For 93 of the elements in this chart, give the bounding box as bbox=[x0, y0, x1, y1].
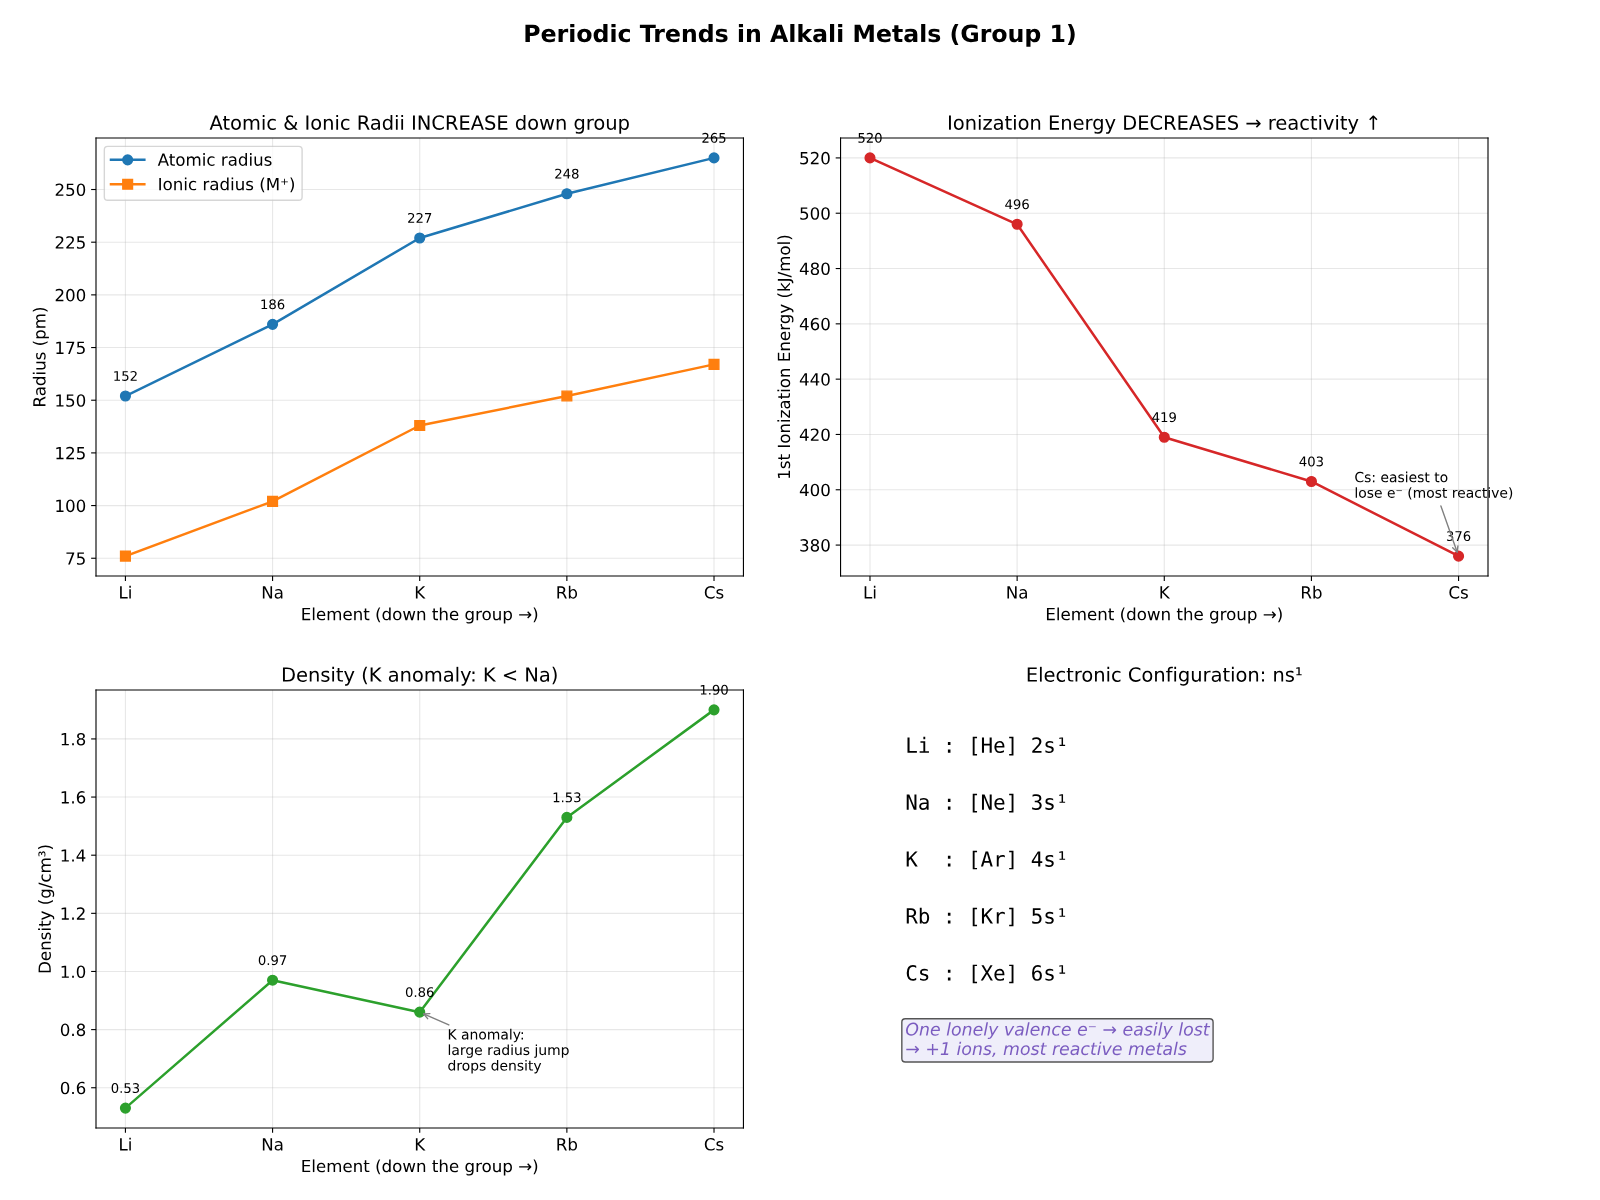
point bbox=[561, 188, 573, 200]
legend-label: Atomic radius bbox=[157, 153, 272, 166]
x-tick-label: Na bbox=[1007, 586, 1027, 599]
annotation: K anomaly: large radius jump drops density bbox=[448, 1028, 569, 1074]
data-label: 376 bbox=[1446, 531, 1471, 542]
data-label: 152 bbox=[114, 370, 137, 381]
point bbox=[267, 974, 279, 986]
data-label: 1.53 bbox=[553, 792, 581, 803]
x-tick-label: Na bbox=[262, 1138, 283, 1151]
x-tick-label: Cs bbox=[704, 1138, 724, 1151]
x-tick-label: Cs bbox=[704, 586, 724, 599]
point bbox=[708, 152, 720, 164]
y-tick-label: 75 bbox=[66, 552, 85, 565]
x-tick-label: K bbox=[415, 586, 426, 599]
point bbox=[1453, 550, 1465, 562]
y-tick-label: 125 bbox=[56, 446, 85, 460]
text: K : [Ar] 4s¹ bbox=[906, 850, 1066, 870]
x-tick-label: K bbox=[415, 1138, 426, 1151]
point bbox=[119, 1102, 131, 1114]
text: Rb : [Kr] 5s¹ bbox=[906, 907, 1066, 927]
x-tick-label: Li bbox=[864, 585, 876, 599]
point bbox=[561, 811, 573, 823]
y-tick-label: 1.0 bbox=[61, 965, 86, 979]
y-tick-label: 225 bbox=[55, 236, 85, 249]
y-tick-label: 500 bbox=[800, 207, 830, 220]
data-label: 248 bbox=[555, 168, 579, 179]
data-label: 1.90 bbox=[700, 684, 728, 695]
data-label: 0.53 bbox=[111, 1083, 140, 1094]
point bbox=[561, 390, 573, 402]
x-tick-label: Rb bbox=[1301, 585, 1322, 599]
text: Periodic Trends in Alkali Metals (Group 1) bbox=[525, 24, 1075, 47]
x-tick-label: K bbox=[1160, 586, 1171, 599]
point bbox=[708, 358, 720, 370]
y-tick-label: 1.8 bbox=[61, 732, 86, 746]
legend-label: Ionic radius (M⁺) bbox=[159, 177, 294, 193]
point bbox=[414, 1006, 426, 1018]
text: Li : [He] 2s¹ bbox=[907, 736, 1066, 756]
y-tick-label: 400 bbox=[799, 483, 830, 497]
data-label: 403 bbox=[1299, 456, 1323, 467]
x-tick-label: Rb bbox=[557, 585, 578, 599]
chart-title: Ionization Energy DECREASES → reactivity ↑ bbox=[948, 114, 1378, 134]
data-label: 520 bbox=[858, 132, 882, 143]
point bbox=[119, 550, 131, 562]
y-axis-title: 1st Ionization Energy (kJ/mol) bbox=[777, 235, 794, 478]
y-tick-label: 420 bbox=[799, 428, 830, 442]
chart-title: Density (K anomaly: K < Na) bbox=[282, 666, 557, 686]
point bbox=[864, 152, 876, 164]
y-tick-label: 380 bbox=[800, 539, 830, 552]
text: Cs : [Xe] 6s¹ bbox=[906, 964, 1066, 984]
x-axis-title: Element (down the group →) bbox=[302, 1159, 538, 1176]
y-tick-label: 250 bbox=[55, 183, 86, 197]
x-axis-title: Element (down the group →) bbox=[302, 607, 538, 624]
data-label: 227 bbox=[408, 212, 432, 223]
y-tick-label: 0.8 bbox=[60, 1023, 86, 1037]
y-axis-title: Density (g/cm³) bbox=[38, 845, 55, 973]
y-tick-label: 460 bbox=[799, 317, 830, 331]
y-tick-label: 1.4 bbox=[61, 849, 86, 862]
y-tick-label: 100 bbox=[56, 499, 86, 513]
point bbox=[1158, 431, 1170, 443]
y-tick-label: 175 bbox=[56, 341, 85, 355]
x-tick-label: Li bbox=[120, 585, 131, 599]
x-tick-label: Na bbox=[262, 586, 283, 599]
y-tick-label: 440 bbox=[799, 373, 830, 386]
y-tick-label: 520 bbox=[800, 151, 830, 165]
point bbox=[414, 419, 426, 432]
point bbox=[267, 318, 279, 330]
data-label: 496 bbox=[1005, 199, 1029, 210]
y-tick-label: 0.6 bbox=[60, 1081, 86, 1095]
y-axis-title: Radius (pm) bbox=[32, 307, 49, 406]
y-tick-label: 1.6 bbox=[61, 791, 86, 804]
y-tick-label: 200 bbox=[55, 288, 86, 302]
x-tick-label: Li bbox=[120, 1137, 131, 1151]
text: Na : [Ne] 3s¹ bbox=[906, 793, 1066, 813]
x-axis-title: Element (down the group →) bbox=[1046, 607, 1282, 624]
y-tick-label: 1.2 bbox=[61, 907, 85, 920]
chart-title: Atomic & Ionic Radii INCREASE down group bbox=[209, 114, 629, 134]
point bbox=[1011, 218, 1023, 230]
data-label: 0.86 bbox=[405, 987, 434, 998]
y-tick-label: 480 bbox=[799, 262, 830, 276]
text: One lonely valence e⁻ → easily lost → +1 ions, most reactive metals bbox=[906, 1022, 1211, 1057]
data-label: 186 bbox=[261, 299, 285, 310]
point bbox=[1305, 475, 1317, 488]
point bbox=[414, 232, 426, 244]
x-tick-label: Rb bbox=[557, 1137, 578, 1151]
point bbox=[708, 704, 720, 716]
x-tick-label: Cs bbox=[1449, 586, 1468, 599]
data-label: 419 bbox=[1152, 412, 1176, 423]
data-label: 265 bbox=[702, 132, 726, 143]
point bbox=[119, 390, 131, 402]
y-tick-label: 150 bbox=[56, 394, 86, 407]
point bbox=[267, 495, 279, 507]
text: Electronic Configuration: ns¹ bbox=[1027, 666, 1302, 686]
data-label: 0.97 bbox=[258, 955, 287, 966]
